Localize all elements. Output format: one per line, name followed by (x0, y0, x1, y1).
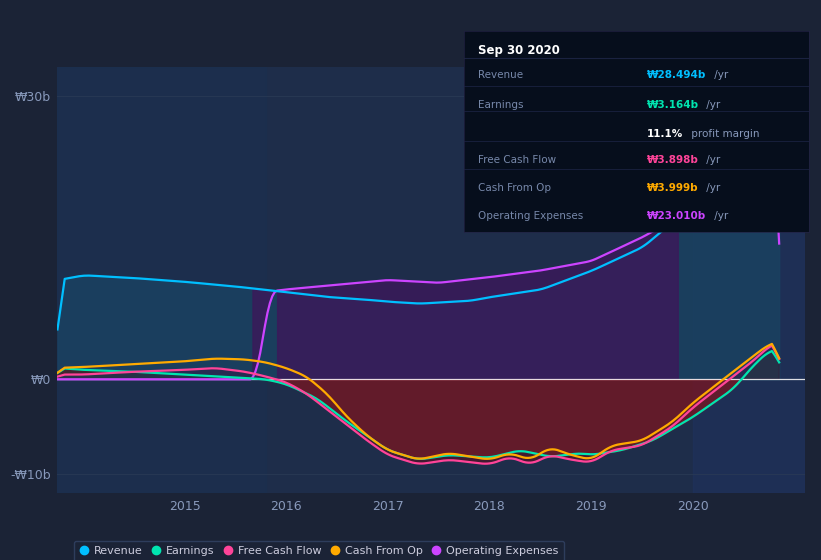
Text: /yr: /yr (711, 211, 728, 221)
Text: Sep 30 2020: Sep 30 2020 (478, 44, 560, 57)
Text: ₩3.999b: ₩3.999b (647, 183, 698, 193)
Text: Cash From Op: Cash From Op (478, 183, 551, 193)
Text: profit margin: profit margin (688, 129, 759, 139)
Text: /yr: /yr (711, 70, 728, 80)
Text: ₩3.898b: ₩3.898b (647, 155, 699, 165)
Text: ₩3.164b: ₩3.164b (647, 100, 699, 110)
Text: Free Cash Flow: Free Cash Flow (478, 155, 556, 165)
Text: Revenue: Revenue (478, 70, 523, 80)
Text: /yr: /yr (703, 183, 720, 193)
Legend: Revenue, Earnings, Free Cash Flow, Cash From Op, Operating Expenses: Revenue, Earnings, Free Cash Flow, Cash … (74, 540, 564, 560)
Bar (693, 67, 805, 493)
Text: 11.1%: 11.1% (647, 129, 683, 139)
Text: Operating Expenses: Operating Expenses (478, 211, 583, 221)
Bar (57, 67, 266, 493)
Text: /yr: /yr (703, 155, 720, 165)
Text: ₩28.494b: ₩28.494b (647, 70, 706, 80)
Text: Earnings: Earnings (478, 100, 523, 110)
Text: ₩23.010b: ₩23.010b (647, 211, 706, 221)
Text: /yr: /yr (703, 100, 720, 110)
